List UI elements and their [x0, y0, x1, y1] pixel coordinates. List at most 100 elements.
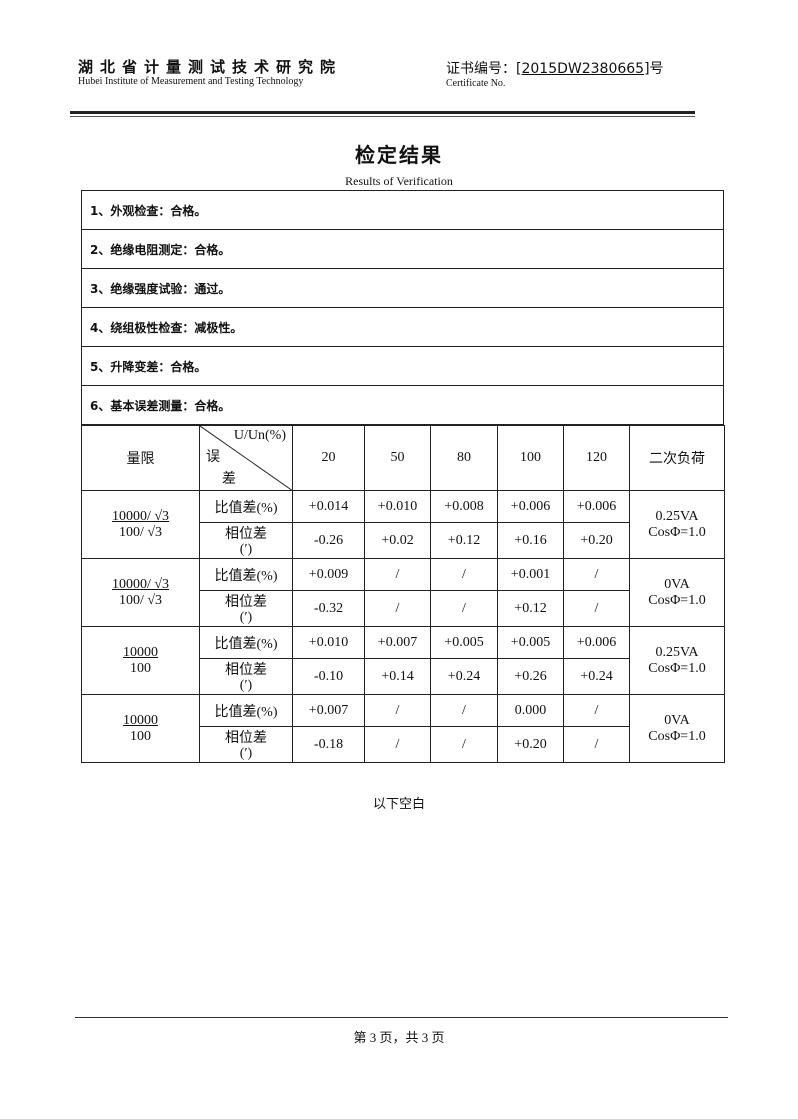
phase-label-text: 相位差	[225, 527, 267, 542]
range-denominator: 100/ √3	[118, 524, 163, 540]
phase-row: 相位差 (′) -0.32// +0.12/	[82, 590, 725, 627]
ratio-value: +0.010	[292, 626, 365, 659]
phase-value: +0.12	[497, 590, 564, 627]
blank-note: 以下空白	[372, 796, 425, 811]
phase-value: -0.18	[292, 726, 365, 763]
ratio-value: +0.010	[364, 490, 431, 523]
diag-bottom-label: 差	[222, 472, 236, 487]
org-name-cn: 湖北省计量测试技术研究院	[78, 58, 343, 76]
phase-value: +0.14	[364, 658, 431, 695]
diag-top-label: U/Un(%)	[233, 428, 286, 443]
load-cell: 0.25VA CosΦ=1.0	[629, 490, 725, 559]
check-item: 4、绕组极性检查：减极性。	[81, 307, 724, 347]
load-va: 0.25VA	[655, 644, 699, 660]
page-subtitle: Results of Verification	[345, 174, 453, 188]
diagonal-line	[200, 426, 292, 490]
ratio-label: 比值差(%)	[199, 626, 293, 659]
phase-label: 相位差 (′)	[199, 658, 293, 695]
col-header: 80	[430, 425, 498, 491]
phase-value: /	[430, 590, 498, 627]
range-denominator: 100	[130, 660, 151, 676]
phase-label-text: 相位差	[225, 595, 267, 610]
phase-label: 相位差 (′)	[199, 726, 293, 763]
phase-value: /	[364, 590, 431, 627]
header-divider	[70, 111, 695, 114]
ratio-value: 0.000	[497, 694, 564, 727]
cert-label-en: Certificate No.	[446, 78, 506, 89]
page-title: 检定结果	[355, 143, 443, 167]
phase-value: +0.16	[497, 522, 564, 559]
phase-value: +0.12	[430, 522, 498, 559]
phase-unit: (′)	[239, 746, 253, 761]
col-header: 50	[364, 425, 431, 491]
error-table: 量限 U/Un(%) 误 差 20 50 80 100 120 二次负荷 100…	[81, 425, 725, 763]
phase-value: /	[430, 726, 498, 763]
check-results: 1、外观检查：合格。 2、绝缘电阻测定：合格。 3、绝缘强度试验：通过。 4、绕…	[81, 190, 724, 425]
cert-no-value: 2015DW2380665	[521, 61, 645, 77]
phase-value: -0.32	[292, 590, 365, 627]
ratio-value: /	[364, 558, 431, 591]
load-cell: 0VA CosΦ=1.0	[629, 558, 725, 627]
ratio-row: 10000 100 比值差(%) +0.007//0.000/0VA CosΦ=1.0	[81, 694, 725, 763]
ratio-value: +0.007	[292, 694, 365, 727]
ratio-value: +0.005	[430, 626, 498, 659]
page-number: 第 3 页，共 3 页	[353, 1030, 445, 1045]
phase-value: -0.26	[292, 522, 365, 559]
load-header: 二次负荷	[629, 425, 725, 491]
check-item: 3、绝缘强度试验：通过。	[81, 268, 724, 308]
range-numerator: 10000	[123, 644, 158, 660]
ratio-row: 10000/ √3 100/ √3 比值差(%) +0.009// +0.001/0VA…	[81, 558, 725, 627]
org-name-en: Hubei Institute of Measurement and Testi…	[78, 76, 304, 87]
load-cell: 0VA CosΦ=1.0	[629, 694, 725, 763]
ratio-value: +0.014	[292, 490, 365, 523]
range-numerator: 10000	[123, 712, 158, 728]
phase-value: /	[563, 590, 630, 627]
range-denominator: 100	[130, 728, 151, 744]
phase-value: /	[364, 726, 431, 763]
ratio-label: 比值差(%)	[199, 558, 293, 591]
phase-value: /	[563, 726, 630, 763]
ratio-row: 10000/ √3 100/ √3 比值差(%) +0.014 +0.010 +0.008…	[81, 490, 725, 559]
phase-row: 相位差 (′) -0.26 +0.02 +0.12 +0.16 +0.20	[82, 522, 725, 559]
load-va: 0VA	[664, 576, 690, 592]
phase-unit: (′)	[239, 678, 253, 693]
ratio-value: +0.005	[497, 626, 564, 659]
load-cell: 0.25VA CosΦ=1.0	[629, 626, 725, 695]
phase-value: +0.24	[563, 658, 630, 695]
range-cell: 10000 100	[81, 626, 200, 695]
ratio-row: 10000 100 比值差(%) +0.010 +0.007 +0.005 +0.005 +0…	[81, 626, 725, 695]
load-cos: CosΦ=1.0	[648, 728, 706, 744]
range-numerator: 10000/ √3	[111, 508, 170, 524]
range-denominator: 100/ √3	[118, 592, 163, 608]
phase-label: 相位差 (′)	[199, 522, 293, 559]
phase-label-text: 相位差	[225, 663, 267, 678]
range-numerator: 10000/ √3	[111, 576, 170, 592]
phase-label: 相位差 (′)	[199, 590, 293, 627]
certificate-number: 证书编号：[2015DW2380665]号	[446, 58, 664, 78]
header-divider	[70, 116, 695, 117]
col-header: 100	[497, 425, 564, 491]
cert-label: 证书编号：	[446, 61, 516, 77]
diag-bottom-label: 误	[206, 450, 220, 465]
col-header: 20	[292, 425, 365, 491]
check-item: 1、外观检查：合格。	[81, 190, 724, 230]
load-cos: CosΦ=1.0	[648, 660, 706, 676]
range-cell: 10000/ √3 100/ √3	[81, 558, 200, 627]
bracket: ]号	[644, 61, 664, 77]
ratio-label: 比值差(%)	[199, 694, 293, 727]
diagonal-header: U/Un(%) 误 差	[199, 425, 293, 491]
range-header: 量限	[81, 425, 200, 491]
ratio-value: +0.007	[364, 626, 431, 659]
ratio-value: /	[430, 558, 498, 591]
ratio-value: +0.006	[563, 626, 630, 659]
load-cos: CosΦ=1.0	[648, 592, 706, 608]
load-cos: CosΦ=1.0	[648, 524, 706, 540]
ratio-value: +0.006	[497, 490, 564, 523]
phase-unit: (′)	[239, 610, 253, 625]
ratio-value: +0.006	[563, 490, 630, 523]
footer-divider	[75, 1017, 728, 1018]
phase-value: -0.10	[292, 658, 365, 695]
load-va: 0VA	[664, 712, 690, 728]
phase-value: +0.20	[497, 726, 564, 763]
